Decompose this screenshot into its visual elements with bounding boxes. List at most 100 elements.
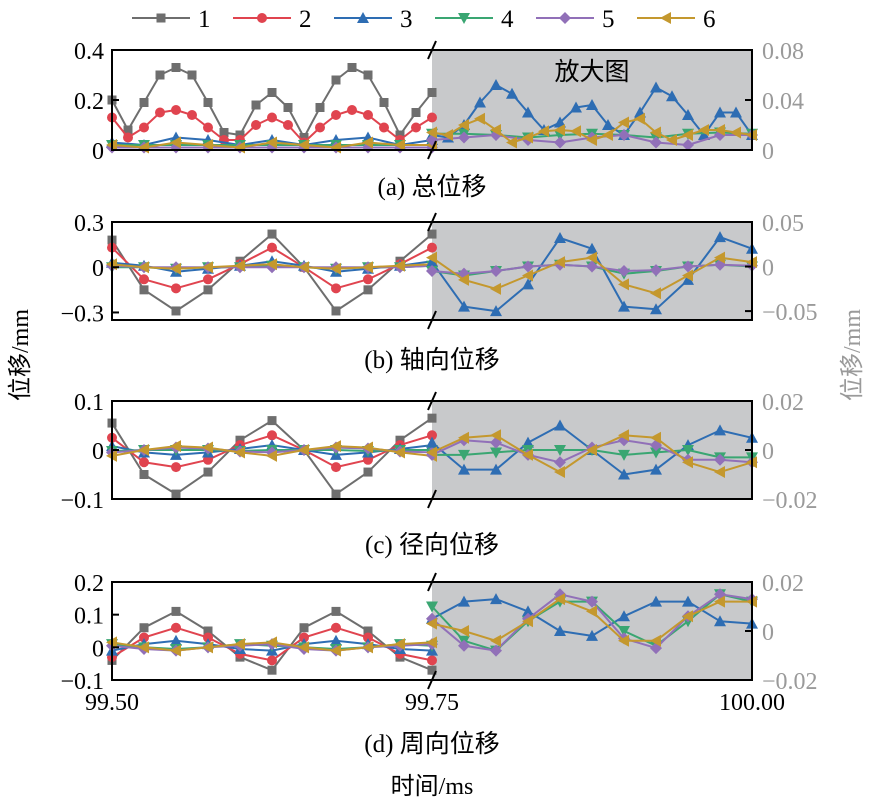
series-6-right-point (586, 444, 597, 456)
series-6-left-point (298, 641, 309, 654)
legend-marker-2 (257, 13, 267, 23)
series-3-right-point (522, 605, 534, 617)
series-6-right-point (426, 126, 437, 139)
series-1-left-point (363, 285, 373, 295)
legend-label-4: 4 (501, 6, 514, 33)
series-6-right-point (586, 605, 597, 618)
series-3-right-point (490, 305, 502, 317)
series-6-right-point (682, 456, 693, 469)
series-1-left-point (283, 103, 293, 112)
panel-caption: (d) 周向位移 (364, 730, 499, 758)
series-6-right-point (522, 269, 533, 282)
series-2-left-point (123, 132, 133, 143)
legend-label-3: 3 (400, 6, 413, 33)
axis-break-mark (427, 310, 437, 330)
series-6-left-point (266, 258, 277, 271)
series-3-right-point (618, 300, 630, 312)
series-3-right-point (618, 468, 630, 480)
series-1-left-point (267, 229, 277, 239)
series-6-right-point (490, 429, 501, 442)
series-6-right-point (714, 595, 725, 608)
series-6-right-point (522, 131, 533, 144)
series-6-left-point (138, 261, 149, 274)
series-1-left-point (139, 623, 149, 633)
series-3-right-point (650, 595, 662, 607)
right-tick-label: 0 (762, 620, 774, 646)
series-2-left-point (203, 632, 213, 643)
series-2-left-point (139, 122, 149, 133)
series-6-left-point (330, 644, 341, 657)
series-2-left-point (427, 112, 437, 123)
series-1-left-point (171, 63, 181, 72)
series-3-right-point (586, 629, 598, 641)
series-6-right-point (714, 466, 725, 479)
left-tick-label: 0.4 (74, 39, 104, 65)
series-6-right-point (602, 129, 613, 141)
series-6-right-point (682, 129, 693, 141)
series-1-left-point (123, 125, 133, 135)
series-2-left-point (171, 622, 181, 633)
series-3-right-point (522, 106, 534, 118)
series-3-right-point (650, 463, 662, 475)
series-2-left-point (427, 430, 437, 441)
series-1-left-point (331, 306, 341, 316)
series-1-left-point (155, 70, 165, 80)
series-6-left-point (266, 136, 277, 149)
series-6-left-point (202, 441, 213, 454)
series-6-right-point (650, 431, 661, 444)
series-6-right-point (586, 251, 597, 264)
series-2-left-point (331, 462, 341, 473)
series-2-left-point (411, 122, 421, 133)
series-3-right-point (586, 242, 598, 254)
left-tick-label: 0.2 (74, 571, 104, 597)
series-5-right-point (522, 260, 534, 273)
series-5-right-point (426, 265, 438, 277)
series-3-right-point (490, 463, 502, 475)
series-3-left-point (170, 634, 182, 646)
series-6-right-point (458, 625, 469, 637)
series-6-right-point (490, 282, 501, 295)
series-6-right-point (522, 615, 533, 628)
series-3-right-point (730, 106, 742, 118)
series-3-right-point (586, 99, 598, 110)
series-5-right-point (682, 139, 694, 151)
series-3-right-point (714, 424, 726, 436)
series-6-left-point (266, 449, 277, 462)
panels: 0 0.2 0.4 0 0.04 0.08 放大图 (a) 总位移 −0.3 0 0.3 −0.05 0… (60, 39, 817, 758)
series-6-left-point (330, 262, 341, 275)
series-3-right-point (522, 436, 534, 448)
series-1-left-point (187, 70, 197, 80)
series-2-left-point (171, 105, 181, 115)
series-1-left-point (219, 128, 229, 137)
series-2-left-point (203, 122, 213, 133)
series-6-left-point (426, 636, 437, 649)
series-5-right-point (586, 260, 598, 273)
legend-marker-3 (357, 12, 369, 23)
series-3-right-point (714, 615, 726, 627)
axis-break-mark (427, 391, 437, 411)
series-2-left-point (155, 107, 165, 118)
series-6-right-point (698, 124, 709, 136)
panel-caption: (b) 轴向位移 (364, 346, 499, 374)
series-6-right-point (522, 448, 533, 461)
series-1-left-point (331, 489, 341, 499)
series-1-left-point (139, 470, 149, 479)
series-5-right-point (682, 260, 694, 273)
series-2-left-point (139, 457, 149, 468)
panel-4: −0.1 0 0.1 0.2 −0.02 0 0.02 99.50 99.75 100.00 (d)… (60, 571, 817, 758)
series-3-right-point (714, 231, 726, 243)
left-tick-label: −0.1 (60, 669, 104, 695)
series-2-left-point (363, 632, 373, 643)
series-5-right-point (618, 265, 630, 277)
series-6-left-point (138, 444, 149, 456)
right-tick-label: 0 (762, 439, 774, 465)
series-3-right-point (490, 593, 502, 605)
left-tick-label: 0.1 (74, 604, 104, 630)
x-tick-label: 100.00 (719, 690, 785, 716)
series-3-right-point (506, 87, 518, 99)
series-6-left-point (362, 136, 373, 149)
series-2-left-point (347, 105, 357, 115)
series-2-left-point (139, 632, 149, 643)
series-3-right-point (458, 463, 470, 475)
